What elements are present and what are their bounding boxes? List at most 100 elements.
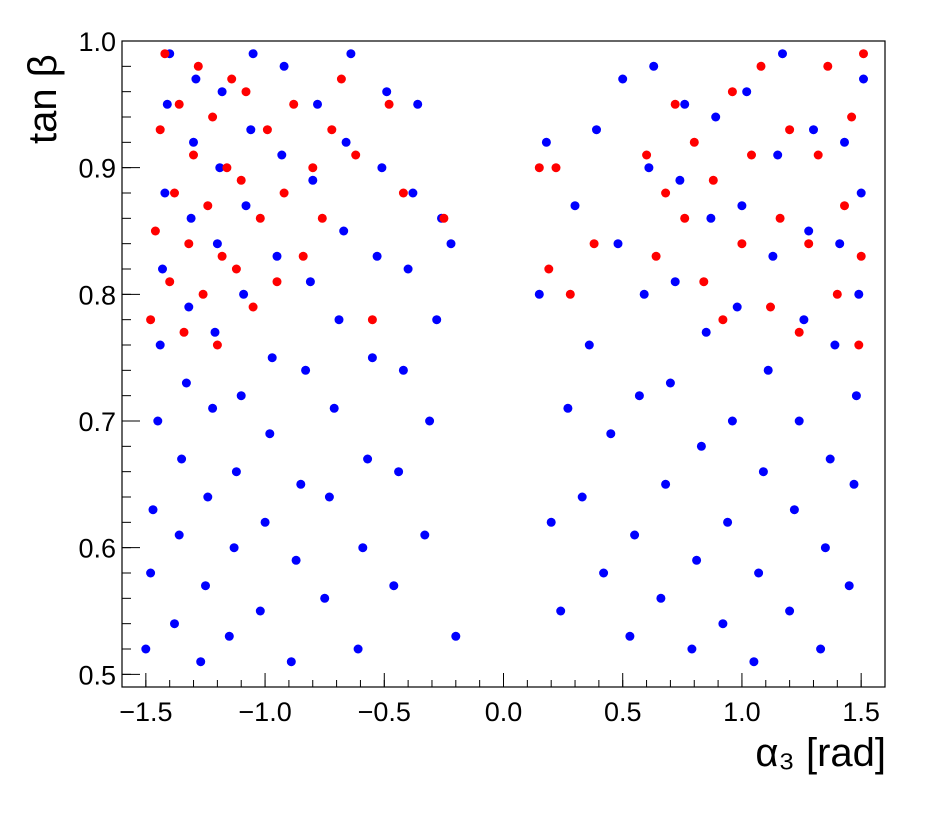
data-point xyxy=(773,150,783,160)
data-point xyxy=(279,188,289,198)
y-tick-label: 0.7 xyxy=(78,407,116,437)
data-point xyxy=(301,365,311,375)
data-point xyxy=(324,492,334,502)
data-point xyxy=(851,391,861,401)
data-point xyxy=(248,49,258,59)
data-point xyxy=(589,239,599,249)
data-point xyxy=(351,150,361,160)
data-point xyxy=(832,289,842,299)
data-point xyxy=(260,517,270,527)
data-point xyxy=(732,302,742,312)
data-point xyxy=(150,226,160,236)
data-point xyxy=(363,454,373,464)
data-point xyxy=(146,568,156,578)
data-point xyxy=(606,429,616,439)
data-point xyxy=(212,239,222,249)
data-point xyxy=(236,391,246,401)
data-point xyxy=(191,74,201,84)
data-point xyxy=(186,213,196,223)
data-point xyxy=(384,99,394,109)
data-point xyxy=(241,87,251,97)
data-point xyxy=(372,251,382,261)
data-point xyxy=(723,517,733,527)
series-1 xyxy=(146,49,868,350)
data-point xyxy=(203,492,213,502)
x-axis-ticks xyxy=(145,673,862,687)
data-point xyxy=(630,530,640,540)
data-point xyxy=(856,188,866,198)
data-point xyxy=(854,289,864,299)
data-point xyxy=(296,479,306,489)
data-point xyxy=(625,631,635,641)
data-point xyxy=(308,163,318,173)
data-point xyxy=(556,606,566,616)
data-point xyxy=(141,644,151,654)
data-point xyxy=(844,581,854,591)
data-point xyxy=(675,175,685,185)
data-point xyxy=(170,619,179,629)
data-point xyxy=(766,302,775,312)
data-point xyxy=(272,277,282,287)
data-point xyxy=(313,99,322,109)
data-point xyxy=(551,163,561,173)
data-point xyxy=(394,467,404,477)
data-point xyxy=(239,289,249,299)
y-tick-label: 0.8 xyxy=(78,280,116,310)
data-point xyxy=(327,125,337,135)
data-point xyxy=(298,251,308,261)
data-point xyxy=(432,315,442,325)
data-point xyxy=(768,251,778,261)
data-point xyxy=(224,631,234,641)
x-axis-title: α₃ [rad] xyxy=(755,731,886,775)
data-point xyxy=(854,340,864,350)
data-point xyxy=(830,340,840,350)
data-point xyxy=(420,530,430,540)
data-point xyxy=(687,644,697,654)
y-axis-tick-labels: 0.5 0.6 0.7 0.8 0.9 1.0 xyxy=(78,27,116,690)
y-axis-title: tan β xyxy=(21,54,65,144)
data-point xyxy=(231,264,241,274)
x-tick-label: 0.5 xyxy=(604,697,642,727)
data-point xyxy=(222,163,232,173)
data-point xyxy=(305,277,315,287)
data-point xyxy=(367,315,377,325)
x-tick-label: 1.0 xyxy=(723,697,761,727)
data-point xyxy=(184,239,194,249)
data-point xyxy=(749,657,759,667)
data-point xyxy=(699,277,709,287)
data-point xyxy=(747,150,756,160)
data-point xyxy=(155,125,165,135)
data-point xyxy=(661,188,671,198)
data-point xyxy=(353,644,363,654)
data-point xyxy=(665,378,675,388)
data-point xyxy=(329,403,339,413)
data-point xyxy=(763,365,773,375)
data-point xyxy=(570,201,580,211)
data-point xyxy=(644,163,654,173)
data-point xyxy=(835,239,845,249)
data-point xyxy=(847,112,857,122)
data-point xyxy=(775,213,785,223)
data-point xyxy=(212,340,222,350)
x-tick-label: −1.0 xyxy=(238,697,291,727)
data-point xyxy=(255,213,265,223)
data-point xyxy=(642,150,652,160)
data-point xyxy=(193,61,203,71)
data-point xyxy=(248,302,258,312)
data-point xyxy=(577,492,587,502)
data-point xyxy=(279,61,289,71)
data-point xyxy=(649,61,659,71)
data-point xyxy=(217,251,227,261)
data-point xyxy=(737,239,747,249)
data-point xyxy=(439,213,449,223)
data-point xyxy=(794,416,804,426)
data-point xyxy=(148,505,158,515)
data-point xyxy=(398,188,408,198)
data-point xyxy=(165,277,175,287)
data-point xyxy=(840,201,849,211)
data-point xyxy=(825,454,835,464)
y-tick-label: 0.9 xyxy=(78,154,116,184)
data-point xyxy=(217,87,227,97)
data-point xyxy=(656,593,666,603)
data-point xyxy=(785,606,795,616)
